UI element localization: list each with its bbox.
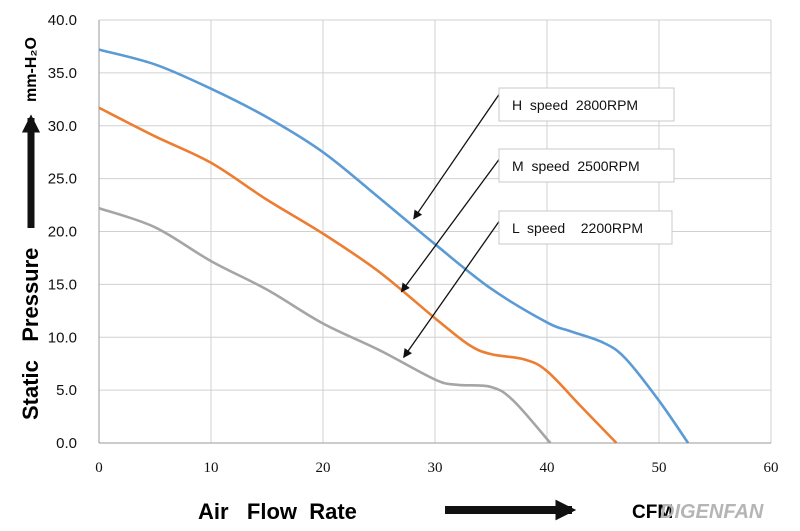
x-tick-label: 0 bbox=[95, 460, 103, 476]
annotation-label: L speed 2200RPM bbox=[512, 220, 643, 236]
annotation-arrow bbox=[400, 159, 500, 293]
annotation-arrow bbox=[403, 221, 500, 359]
y-tick-label: 10.0 bbox=[48, 329, 77, 346]
logo-text: DIGENFAN bbox=[660, 501, 764, 523]
y-tick-label: 40.0 bbox=[48, 12, 77, 29]
brand-logo: DIGENFAN bbox=[660, 501, 764, 523]
y-axis-label: Static Pressure bbox=[18, 248, 43, 420]
annotations: H speed 2800RPM M speed 2500RPM L speed 22… bbox=[400, 87, 675, 359]
y-tick-label: 20.0 bbox=[48, 224, 77, 241]
annotation-callout: L speed 2200RPM bbox=[403, 210, 673, 359]
annotation-label: H speed 2800RPM bbox=[512, 97, 638, 113]
annotation-box bbox=[498, 148, 675, 183]
x-tick-labels: 0 10 20 30 40 50 60 bbox=[95, 460, 778, 476]
x-axis-title: Air Flow Rate CFM bbox=[198, 499, 673, 524]
x-tick-label: 60 bbox=[764, 460, 779, 476]
x-axis-unit: CFM bbox=[632, 502, 673, 523]
series-line-m-speed bbox=[98, 106, 618, 444]
x-axis-label: Air Flow Rate bbox=[198, 499, 357, 524]
annotation-callout: H speed 2800RPM bbox=[413, 87, 675, 220]
annotation-box bbox=[498, 87, 675, 122]
y-axis-unit: mm-H₂O bbox=[23, 37, 40, 102]
x-tick-label: 20 bbox=[316, 460, 331, 476]
axes bbox=[98, 20, 771, 444]
y-tick-label: 15.0 bbox=[48, 276, 77, 293]
y-tick-label: 35.0 bbox=[48, 65, 77, 82]
x-tick-label: 50 bbox=[652, 460, 667, 476]
x-tick-label: 10 bbox=[204, 460, 219, 476]
x-tick-label: 30 bbox=[428, 460, 443, 476]
y-axis-title: Static Pressure mm-H₂O bbox=[18, 37, 43, 420]
y-tick-label: 5.0 bbox=[56, 382, 77, 399]
series-line-l-speed bbox=[98, 207, 552, 444]
series-lines bbox=[98, 48, 690, 444]
annotation-label: M speed 2500RPM bbox=[512, 158, 640, 174]
annotation-box bbox=[498, 210, 673, 245]
y-tick-label: 0.0 bbox=[56, 435, 77, 452]
y-tick-label: 25.0 bbox=[48, 171, 77, 188]
y-tick-labels: 0.0 5.0 10.0 15.0 20.0 25.0 30.0 35.0 40.0 bbox=[48, 12, 77, 452]
annotation-callout: M speed 2500RPM bbox=[400, 148, 675, 293]
x-tick-label: 40 bbox=[540, 460, 555, 476]
series-line-h-speed bbox=[98, 48, 690, 444]
annotation-arrow bbox=[413, 94, 500, 220]
y-tick-label: 30.0 bbox=[48, 118, 77, 135]
